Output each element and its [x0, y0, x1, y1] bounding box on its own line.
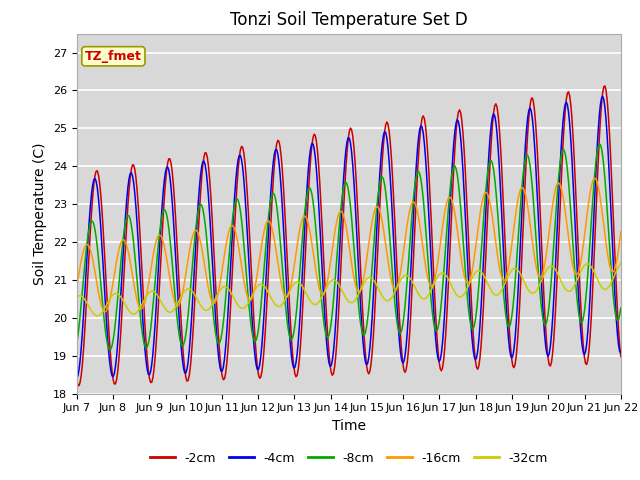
-4cm	[73, 375, 81, 381]
-16cm	[73, 283, 81, 289]
-32cm	[404, 274, 412, 279]
-2cm	[378, 157, 386, 163]
-16cm	[474, 228, 481, 234]
-4cm	[567, 137, 575, 143]
Line: -16cm: -16cm	[77, 178, 621, 312]
-2cm	[73, 378, 81, 384]
X-axis label: Time: Time	[332, 419, 366, 433]
-32cm	[303, 293, 311, 299]
-4cm	[599, 94, 607, 99]
-32cm	[243, 302, 251, 308]
-8cm	[106, 347, 113, 353]
-32cm	[378, 293, 386, 299]
Line: -8cm: -8cm	[77, 144, 621, 350]
-2cm	[243, 189, 251, 195]
-4cm	[242, 208, 250, 214]
-4cm	[302, 198, 310, 204]
-8cm	[404, 260, 412, 266]
-8cm	[73, 340, 81, 346]
Legend: -2cm, -4cm, -8cm, -16cm, -32cm: -2cm, -4cm, -8cm, -16cm, -32cm	[145, 447, 553, 469]
-2cm	[303, 211, 311, 216]
-2cm	[76, 383, 83, 388]
-16cm	[591, 175, 598, 181]
-16cm	[101, 309, 109, 315]
-32cm	[73, 294, 81, 300]
-16cm	[568, 258, 576, 264]
-4cm	[378, 152, 385, 158]
-32cm	[568, 287, 576, 292]
-32cm	[474, 268, 481, 274]
-8cm	[474, 296, 481, 302]
-2cm	[474, 366, 481, 372]
-4cm	[473, 355, 481, 360]
Y-axis label: Soil Temperature (C): Soil Temperature (C)	[33, 143, 47, 285]
-16cm	[617, 229, 625, 235]
-2cm	[404, 348, 412, 354]
-8cm	[595, 141, 603, 147]
-8cm	[303, 190, 311, 196]
-2cm	[617, 354, 625, 360]
-16cm	[303, 217, 311, 223]
-4cm	[617, 350, 625, 356]
-8cm	[617, 305, 625, 311]
-2cm	[568, 116, 576, 122]
Line: -4cm: -4cm	[77, 96, 621, 378]
-8cm	[378, 174, 386, 180]
-8cm	[568, 227, 576, 232]
-32cm	[93, 313, 101, 319]
-32cm	[617, 260, 625, 266]
Title: Tonzi Soil Temperature Set D: Tonzi Soil Temperature Set D	[230, 11, 468, 29]
-8cm	[243, 282, 251, 288]
Line: -32cm: -32cm	[77, 263, 621, 316]
-16cm	[404, 214, 412, 220]
-16cm	[243, 293, 251, 299]
-2cm	[601, 83, 609, 89]
Text: TZ_fmet: TZ_fmet	[85, 50, 142, 63]
-4cm	[403, 329, 411, 335]
Line: -2cm: -2cm	[77, 86, 621, 385]
-16cm	[378, 219, 386, 225]
